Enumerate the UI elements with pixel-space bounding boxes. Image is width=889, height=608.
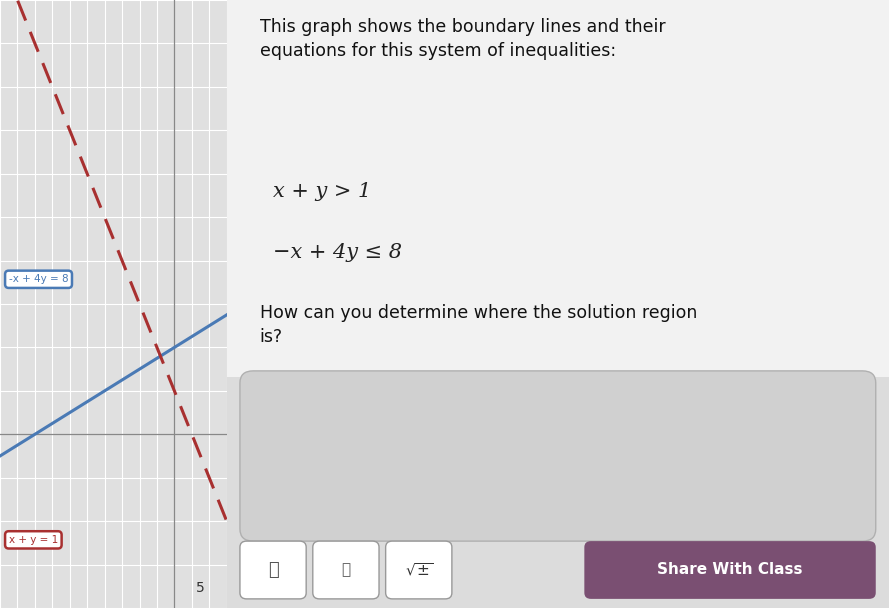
Text: How can you determine where the solution region
is?: How can you determine where the solution… — [260, 304, 697, 345]
Text: 5: 5 — [196, 581, 204, 595]
FancyBboxPatch shape — [227, 0, 889, 377]
FancyBboxPatch shape — [386, 541, 452, 599]
FancyBboxPatch shape — [240, 371, 876, 541]
FancyBboxPatch shape — [240, 541, 306, 599]
Text: 🖼: 🖼 — [268, 561, 278, 579]
Text: Share With Class: Share With Class — [657, 562, 803, 578]
Text: $\sqrt{\pm}$: $\sqrt{\pm}$ — [404, 562, 433, 578]
Text: −x + 4y ≤ 8: −x + 4y ≤ 8 — [273, 243, 402, 262]
Text: x + y = 1: x + y = 1 — [9, 535, 58, 545]
Text: x + y > 1: x + y > 1 — [273, 182, 372, 201]
Text: This graph shows the boundary lines and their
equations for this system of inequ: This graph shows the boundary lines and … — [260, 18, 666, 60]
FancyBboxPatch shape — [313, 541, 379, 599]
Text: 🎤: 🎤 — [341, 562, 350, 578]
FancyBboxPatch shape — [584, 541, 876, 599]
Text: -x + 4y = 8: -x + 4y = 8 — [9, 274, 68, 285]
